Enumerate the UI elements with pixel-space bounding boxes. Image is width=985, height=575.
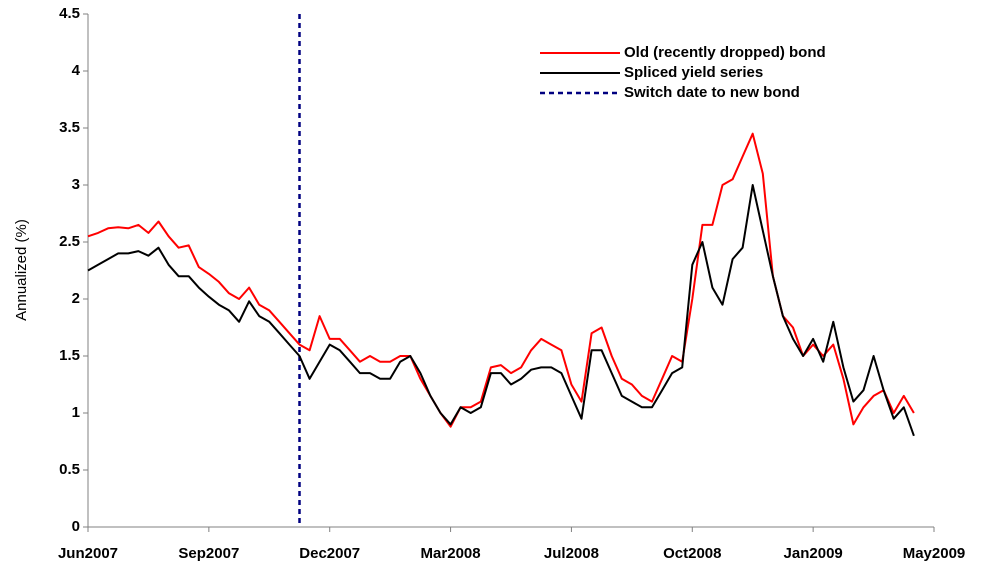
x-tick-label: Oct2008 [663,545,721,562]
y-tick-label: 4.5 [59,5,80,22]
y-tick-label: 4 [72,62,81,79]
y-tick-label: 1.5 [59,347,80,364]
y-tick-label: 2 [72,290,80,307]
x-tick-label: Jun2007 [58,545,118,562]
y-tick-label: 0.5 [59,461,80,478]
x-tick-label: Jul2008 [544,545,599,562]
y-tick-label: 0 [72,518,80,535]
y-tick-label: 2.5 [59,233,80,250]
x-tick-label: Jan2009 [784,545,843,562]
y-tick-label: 3.5 [59,119,80,136]
x-tick-label: Dec2007 [299,545,360,562]
legend-label: Old (recently dropped) bond [624,44,826,61]
x-tick-label: Mar2008 [421,545,481,562]
y-tick-label: 3 [72,176,80,193]
legend-label: Spliced yield series [624,64,763,81]
legend-label: Switch date to new bond [624,84,800,101]
line-series [87,184,915,437]
x-tick-label: May2009 [903,545,966,562]
line-series [87,132,915,428]
y-axis-label: Annualized (%) [13,219,30,321]
y-tick-label: 1 [72,404,80,421]
x-tick-label: Sep2007 [178,545,239,562]
